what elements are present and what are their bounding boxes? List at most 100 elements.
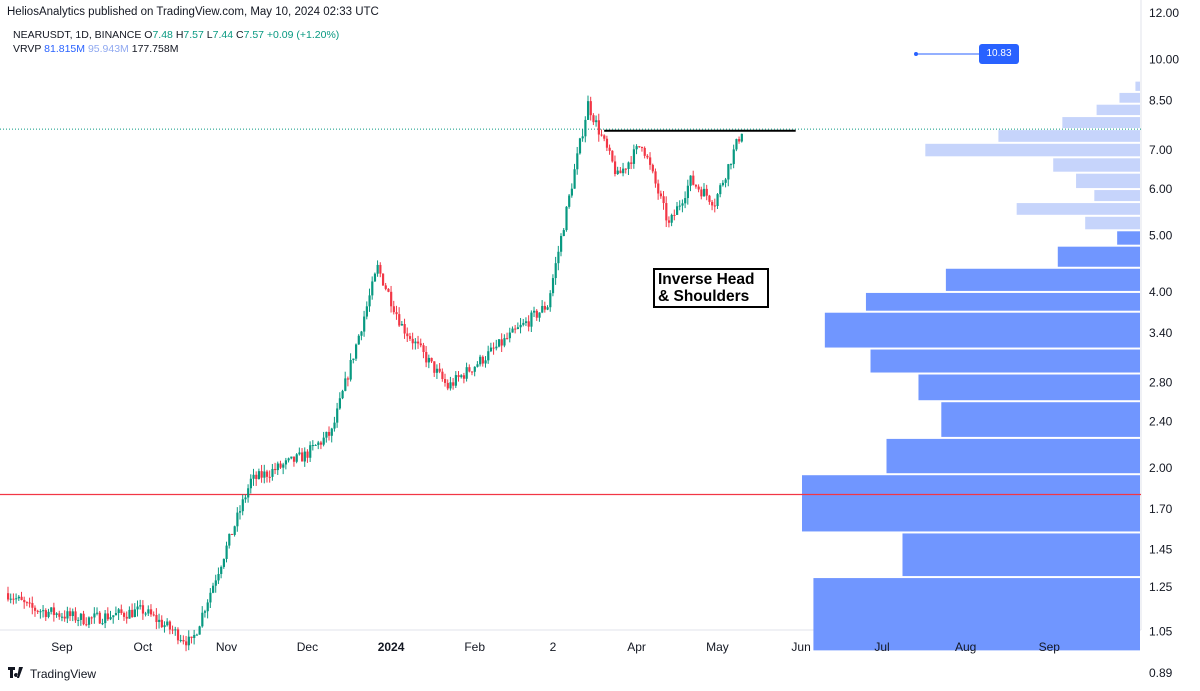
candle-body [255, 474, 258, 480]
candle-body [511, 328, 514, 333]
candle-body [462, 375, 466, 379]
candle-body [524, 321, 528, 323]
x-tick-label: Dec [297, 640, 318, 654]
candle-body [344, 378, 347, 391]
candle-body [678, 205, 681, 207]
volume-profile-bar [1119, 92, 1140, 103]
candle-body [171, 629, 174, 631]
candle-body [357, 335, 360, 345]
candle-body [333, 422, 336, 429]
y-tick-label: 1.25 [1149, 580, 1173, 594]
price-label-badge[interactable]: 10.83 [979, 44, 1019, 64]
candle-body [58, 613, 61, 617]
candle-body [387, 288, 390, 292]
candle-body [47, 611, 50, 617]
candle-body [144, 613, 147, 615]
candle-body [160, 619, 163, 628]
candle-body [595, 120, 598, 123]
candle-body [133, 609, 136, 618]
candle-body [568, 195, 571, 207]
x-tick-label: Jul [874, 640, 889, 654]
candle-body [163, 625, 166, 628]
candle-body [732, 149, 735, 165]
candle-body [452, 382, 455, 386]
candle-body [597, 120, 600, 135]
volume-profile-bar [1057, 246, 1140, 267]
candle-body [667, 220, 671, 223]
x-tick-label: Jun [791, 640, 810, 654]
volume-profile-bar [1135, 81, 1140, 91]
close-value: 7.57 [243, 29, 264, 41]
candle-body [328, 431, 331, 436]
time-axis[interactable]: Sep Oct Nov Dec 2024 Feb 2 Apr May Jun Jul Aug Sep [51, 640, 1060, 654]
change-value: +0.09 (+1.20%) [266, 29, 340, 41]
vrvp-up-volume: 81.815M [44, 43, 86, 55]
candle-body [7, 593, 10, 600]
candle-body [546, 307, 549, 310]
candle-body [673, 214, 676, 216]
candle-body [624, 168, 627, 170]
candle-body [516, 327, 520, 329]
y-tick-label: 1.70 [1149, 502, 1173, 516]
candle-body [209, 592, 212, 603]
candle-body [341, 390, 344, 399]
candle-body [686, 185, 689, 199]
candle-body [381, 273, 385, 286]
candle-body [314, 444, 317, 446]
candle-body [136, 606, 139, 610]
y-tick-label: 8.50 [1149, 94, 1173, 108]
candle-body [44, 610, 47, 617]
candle-body [265, 471, 269, 477]
candle-body [697, 186, 700, 190]
candle-body [125, 616, 128, 619]
candle-body [85, 624, 88, 626]
candle-body [17, 596, 20, 599]
candle-body [608, 147, 611, 151]
vrvp-label[interactable]: VRVP [13, 43, 42, 55]
candle-body [605, 138, 609, 148]
candle-body [287, 458, 290, 461]
price-axis[interactable]: 12.00 10.00 8.50 7.00 6.00 5.00 4.00 3.40 2.80 2.… [1149, 6, 1179, 680]
volume-profile-bar [1096, 104, 1140, 116]
volume-profile-bar [1016, 203, 1140, 215]
candle-body [740, 133, 743, 142]
candle-body [147, 609, 150, 614]
candle-body [206, 602, 209, 612]
candle-body [149, 609, 153, 615]
candle-body [101, 623, 104, 625]
high-label: H [175, 29, 184, 41]
candle-body [487, 351, 490, 361]
candle-body [632, 149, 636, 164]
candle-body [317, 442, 320, 445]
candle-body [112, 615, 115, 618]
candle-body [702, 188, 706, 197]
candle-body [63, 616, 66, 619]
symbol-label[interactable]: NEARUSDT, 1D, BINANCE [13, 29, 142, 41]
candle-body [630, 162, 633, 164]
candle-body [613, 161, 617, 175]
candle-body [122, 613, 126, 617]
candle-body [638, 146, 641, 148]
candle-body [303, 451, 306, 462]
candle-body [646, 155, 649, 158]
candle-body [15, 598, 18, 600]
candle-body [681, 203, 684, 206]
candle-body [214, 580, 217, 586]
candle-body [195, 634, 199, 636]
candle-body [87, 617, 91, 625]
candle-body [500, 339, 503, 346]
pattern-annotation[interactable]: Inverse Head & Shoulders [653, 268, 769, 308]
candle-body [365, 306, 368, 317]
candle-body [212, 585, 215, 593]
candle-body [441, 371, 444, 380]
candle-body [659, 193, 663, 197]
candle-body [263, 471, 266, 478]
candle-body [9, 598, 12, 600]
candle-body [449, 382, 452, 389]
candle-body [689, 175, 692, 186]
candle-body [643, 147, 646, 156]
candle-body [28, 602, 31, 604]
candle-body [268, 476, 271, 478]
candle-body [619, 170, 622, 174]
